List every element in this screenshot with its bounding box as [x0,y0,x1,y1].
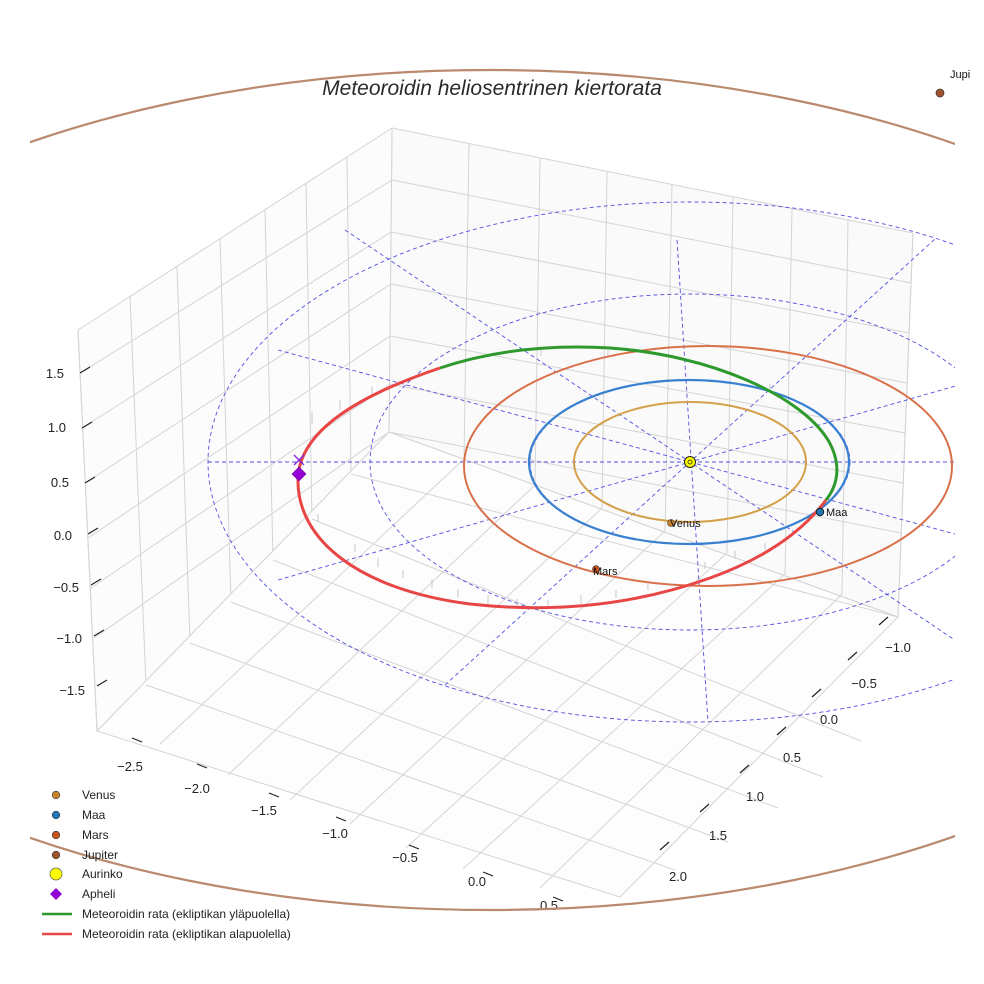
venus-orbit [573,401,807,523]
x-tick-label: 2.0 [669,869,687,884]
jupiter-orbit [30,69,955,911]
aphelion-marker [291,466,307,482]
meteoroid-orbit-above [439,345,839,501]
z-tick-label: 1.0 [48,420,66,435]
aphelion-x-marker [293,454,305,466]
z-tick-labels: 1.5 1.0 0.5 0.0 −0.5 −1.0 −1.5 [46,366,85,698]
tick-marks [79,366,889,902]
legend-label-venus: Venus [82,788,115,802]
y-tick-label: 0.5 [540,898,558,913]
venus-marker [667,519,675,527]
x-tick-label: −1.0 [885,640,911,655]
legend-label-mars: Mars [82,828,109,842]
y-tick-label: −1.0 [322,826,348,841]
x-tick-label: 0.5 [783,750,801,765]
legend-label-earth: Maa [82,808,106,822]
legend-marker-venus [51,790,61,800]
sun-marker [684,456,696,468]
legend-marker-aphelion [50,888,62,900]
grid-box [77,127,914,898]
legend-label-sun: Aurinko [82,867,123,881]
y-tick-label: −2.0 [184,781,210,796]
plot-area: Venus Maa Mars [30,69,955,911]
mars-marker [592,565,600,573]
sun-core [687,459,693,465]
z-tick-label: 0.5 [51,475,69,490]
legend-label-aphelion: Apheli [82,887,115,901]
jupiter-label: Jupi [950,69,970,81]
x-tick-label: 0.0 [820,712,838,727]
legend-marker-sun [49,867,63,881]
z-tick-label: 1.5 [46,366,64,381]
y-tick-label: −2.5 [117,759,143,774]
meteoroid-orbit-below [296,366,828,610]
legend-marker-jupiter [51,850,61,860]
y-tick-labels: −2.5 −2.0 −1.5 −1.0 −0.5 0.0 0.5 [117,759,558,913]
legend-label-jupiter: Jupiter [82,848,118,862]
z-tick-label: −0.5 [53,580,79,595]
jupiter-marker [935,88,945,98]
legend-marker-mars [51,830,61,840]
z-tick-label: 0.0 [54,528,72,543]
earth-orbit [527,378,851,546]
chart-title: Meteoroidin heliosentrinen kiertorata [322,77,662,100]
x-tick-labels: −1.0 −0.5 0.0 0.5 1.0 1.5 2.0 [669,640,911,884]
y-tick-label: 0.0 [468,874,486,889]
z-tick-label: −1.5 [59,683,85,698]
legend: Venus Maa Mars Jupiter Aurinko Apheli Me… [42,788,291,941]
y-tick-label: −0.5 [392,850,418,865]
venus-label: Venus [670,518,701,530]
x-tick-label: 1.5 [709,828,727,843]
legend-marker-earth [51,810,61,820]
legend-label-orbit-above: Meteoroidin rata (ekliptikan yläpuolella… [82,907,290,921]
z-tick-label: −1.0 [56,631,82,646]
x-tick-label: 1.0 [746,789,764,804]
y-tick-label: −1.5 [251,803,277,818]
mars-label: Mars [593,566,618,578]
mars-orbit [463,345,953,587]
earth-label: Maa [826,507,848,519]
legend-label-orbit-below: Meteoroidin rata (ekliptikan alapuolella… [82,927,291,941]
x-tick-label: −0.5 [851,676,877,691]
earth-marker [815,507,825,517]
